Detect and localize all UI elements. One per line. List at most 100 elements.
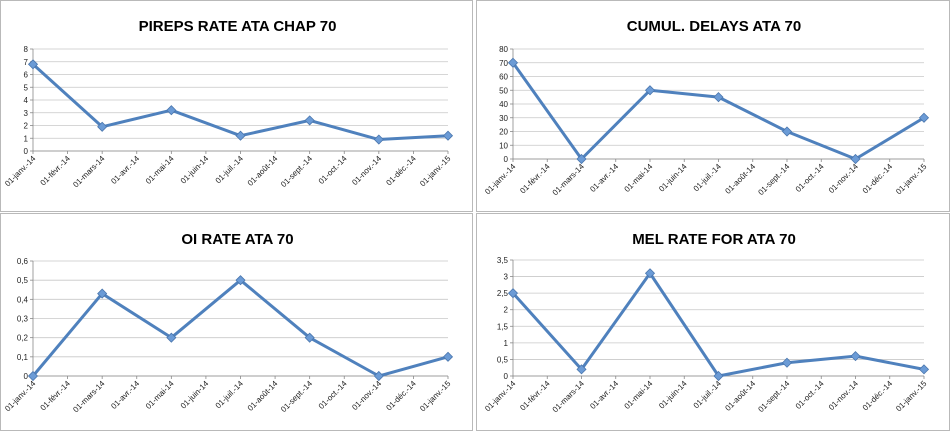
- data-point: [918, 112, 930, 123]
- y-tick-label: 7: [24, 58, 29, 67]
- x-tick-label: 01-juil.-14: [692, 379, 724, 411]
- x-tick-label: 01-déc.-14: [384, 154, 418, 188]
- chart-title: MEL RATE FOR ATA 70: [632, 231, 796, 248]
- data-point: [576, 364, 587, 375]
- chart-panel-pireps: PIREPS RATE ATA CHAP 70 0 1 2 3 4 5 6 7 8 01-janv.…: [0, 0, 473, 212]
- x-tick-label: 01-oct.-14: [317, 379, 349, 411]
- data-point: [850, 351, 861, 362]
- x-tick-label: 01-mai-14: [623, 162, 655, 194]
- x-tick-label: 01-juin-14: [179, 379, 211, 411]
- x-tick-label: 01-déc.-14: [861, 379, 895, 413]
- data-point: [304, 115, 315, 126]
- y-tick-label: 2: [504, 306, 509, 315]
- y-tick-label: 2,5: [497, 289, 509, 298]
- y-tick-label: 0,4: [17, 295, 29, 304]
- x-tick-label: 01-févr.-14: [518, 162, 552, 196]
- y-tick-label: 0: [24, 147, 29, 156]
- data-point: [713, 370, 724, 382]
- x-tick-label: 01-sept.-14: [756, 379, 791, 414]
- y-tick-label: 5: [24, 83, 29, 92]
- series-line: [31, 63, 449, 142]
- y-tick-label: 1: [24, 134, 29, 143]
- data-point: [781, 126, 793, 137]
- x-tick-label: 01-août-14: [246, 379, 280, 413]
- y-tick-label: 0: [24, 372, 29, 381]
- data-point: [166, 105, 177, 116]
- y-tick-label: 10: [499, 141, 508, 150]
- x-tick-label: 01-mai-14: [144, 154, 176, 186]
- y-tick-label: 3: [504, 273, 509, 282]
- y-tick-label: 0,2: [17, 334, 29, 343]
- y-tick-label: 0,1: [17, 353, 29, 362]
- x-tick-label: 01-mars-14: [551, 162, 587, 198]
- data-point: [166, 332, 177, 343]
- chart-title: CUMUL. DELAYS ATA 70: [627, 18, 801, 35]
- chart-panel-oi-rate: OI RATE ATA 70 0 0,1 0,2 0,3 0,4 0,5 0,6 01-janv…: [0, 213, 473, 431]
- data-point: [781, 357, 793, 368]
- data-point: [442, 351, 454, 362]
- x-tick-label: 01-mars-14: [71, 154, 107, 190]
- x-tick-label: 01-août-14: [723, 379, 757, 413]
- x-tick-label: 01-juin-14: [179, 154, 211, 186]
- chart-svg-pireps: PIREPS RATE ATA CHAP 70 0 1 2 3 4 5 6 7 8 01-janv.…: [3, 18, 454, 190]
- x-tick-label: 01-oct.-14: [794, 379, 826, 411]
- x-tick-label: 01-janv.-15: [418, 379, 453, 414]
- y-tick-label: 80: [499, 45, 508, 54]
- data-point: [97, 288, 108, 299]
- x-tick-label: 01-avr.-14: [588, 162, 620, 194]
- x-tick-label: 01-août-14: [723, 162, 757, 196]
- x-tick-label: 01-avr.-14: [588, 379, 620, 411]
- x-tick-label: 01-janv.-14: [483, 162, 518, 197]
- y-tick-label: 20: [499, 128, 508, 137]
- x-tick-label: 01-mars-14: [551, 379, 587, 415]
- x-tick-label: 01-janv.-15: [418, 154, 453, 189]
- chart-svg-mel-rate: MEL RATE FOR ATA 70 0 0,5 1 1,5 2 2,5 3 3,5 01-ja…: [483, 231, 930, 415]
- x-tick-label: 01-avr.-14: [109, 154, 141, 186]
- x-tick-label: 01-oct.-14: [317, 154, 349, 186]
- x-tick-label: 01-oct.-14: [794, 162, 826, 194]
- x-tick-label: 01-juin-14: [657, 379, 689, 411]
- data-point: [507, 288, 519, 299]
- x-tick-label: 01-juil.-14: [692, 162, 724, 194]
- chart-svg-oi-rate: OI RATE ATA 70 0 0,1 0,2 0,3 0,4 0,5 0,6 01-janv…: [3, 231, 454, 414]
- x-tick-label: 01-nov.-14: [827, 162, 860, 195]
- x-tick-label: 01-sept.-14: [756, 162, 791, 197]
- data-point: [235, 275, 246, 286]
- y-tick-label: 1: [504, 339, 509, 348]
- y-tick-label: 3,5: [497, 256, 509, 265]
- y-tick-label: 40: [499, 100, 508, 109]
- x-tick-label: 01-août-14: [246, 154, 280, 188]
- y-tick-label: 60: [499, 73, 508, 82]
- data-point: [304, 332, 315, 343]
- x-tick-label: 01-janv.-15: [894, 379, 929, 414]
- x-tick-label: 01-févr.-14: [39, 379, 73, 413]
- y-tick-label: 3: [24, 109, 29, 118]
- series-line: [31, 278, 449, 378]
- y-tick-label: 6: [24, 71, 29, 80]
- series-line: [511, 61, 925, 161]
- x-tick-label: 01-sept.-14: [279, 154, 314, 189]
- data-point: [27, 370, 39, 382]
- x-tick-label: 01-févr.-14: [39, 154, 73, 188]
- y-tick-label: 50: [499, 86, 508, 95]
- y-tick-label: 4: [24, 96, 29, 105]
- x-tick-label: 01-mai-14: [144, 379, 176, 411]
- y-tick-label: 0: [504, 372, 509, 381]
- x-tick-label: 01-déc.-14: [384, 379, 418, 413]
- x-tick-label: 01-juil.-14: [214, 154, 246, 186]
- y-tick-label: 0,5: [497, 355, 509, 364]
- x-tick-label: 01-sept.-14: [279, 379, 314, 414]
- x-tick-label: 01-juil.-14: [214, 379, 246, 411]
- x-tick-label: 01-déc.-14: [861, 162, 895, 196]
- data-point: [713, 92, 724, 103]
- chart-svg-cumul-delays: CUMUL. DELAYS ATA 70 0 10 20 30 40 50 60 70 80 01-…: [483, 18, 930, 198]
- y-tick-label: 30: [499, 114, 508, 123]
- data-point: [27, 59, 39, 70]
- y-tick-label: 0,6: [17, 257, 29, 266]
- data-point: [918, 364, 930, 375]
- data-point: [373, 370, 384, 382]
- x-tick-label: 01-mai-14: [623, 379, 655, 411]
- x-tick-label: 01-janv.-14: [3, 379, 38, 414]
- data-point: [576, 153, 587, 165]
- series-line: [511, 271, 925, 378]
